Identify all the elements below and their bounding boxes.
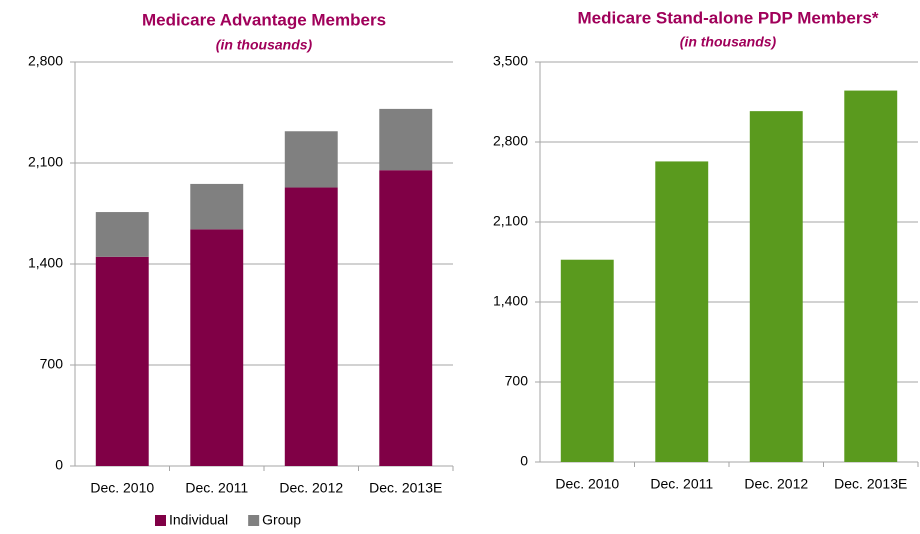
x-tick-label: Dec. 2013E (369, 480, 442, 496)
bar-segment (284, 187, 338, 466)
x-tick-label: Dec. 2012 (744, 476, 808, 492)
x-tick-label: Dec. 2010 (90, 480, 154, 496)
x-tick-label: Dec. 2011 (650, 476, 713, 492)
x-tick-label: Dec. 2013E (834, 476, 907, 492)
y-tick-label: 700 (505, 373, 529, 389)
bar-segment (95, 212, 149, 257)
bar (655, 161, 709, 462)
bar-segment (379, 108, 433, 171)
y-tick-label: 700 (40, 356, 64, 372)
legend-label: Individual (169, 512, 228, 528)
chart-title: Medicare Stand-alone PDP Members* (577, 8, 878, 27)
bar-segment (95, 256, 149, 466)
y-tick-label: 1,400 (493, 293, 528, 309)
y-tick-label: 1,400 (28, 255, 63, 271)
bar (844, 90, 898, 463)
bar-segment (190, 229, 244, 466)
y-tick-label: 0 (520, 453, 528, 469)
y-tick-label: 2,100 (28, 154, 63, 170)
legend-swatch (248, 515, 260, 526)
y-tick-label: 0 (55, 457, 63, 473)
y-tick-label: 2,800 (493, 133, 528, 149)
chart-subtitle: (in thousands) (680, 34, 777, 50)
bar-segment (190, 183, 244, 230)
x-tick-label: Dec. 2010 (555, 476, 619, 492)
y-tick-label: 3,500 (493, 53, 528, 69)
y-tick-label: 2,800 (28, 53, 63, 69)
bar-segment (379, 170, 433, 466)
bar (560, 259, 614, 462)
bar (749, 111, 803, 463)
legend-label: Group (262, 512, 301, 528)
x-tick-label: Dec. 2011 (185, 480, 248, 496)
chart-subtitle: (in thousands) (216, 37, 313, 53)
chart-title: Medicare Advantage Members (142, 10, 386, 29)
x-tick-label: Dec. 2012 (279, 480, 343, 496)
bar-segment (284, 131, 338, 188)
legend-swatch (155, 515, 166, 526)
y-tick-label: 2,100 (493, 213, 528, 229)
